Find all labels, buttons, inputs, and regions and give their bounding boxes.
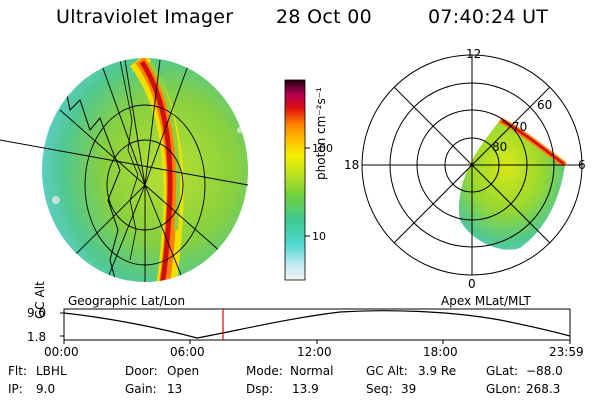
geographic-image: [0, 58, 249, 282]
apex-polar-plot: 12 18 6 0 60 70 80: [344, 47, 586, 291]
mode-value: Normal: [290, 364, 334, 378]
time-tick-1800: 18:00: [423, 345, 458, 359]
door-label: Door:: [125, 364, 158, 378]
glon-value: 268.3: [526, 382, 561, 396]
polar-grid: [361, 54, 583, 276]
coastline: [61, 69, 121, 282]
gain-value: 13: [167, 382, 183, 396]
mlat-label-70: 70: [512, 120, 527, 134]
gcalt-label: GC Alt:: [366, 364, 408, 378]
instrument-title: Ultraviolet Imager: [56, 6, 234, 28]
date-label: 28 Oct 00: [276, 6, 372, 28]
right-panel-caption: Apex MLat/MLT: [441, 294, 531, 308]
mlt-label-12: 12: [466, 47, 481, 61]
seq-value: 39: [401, 382, 417, 396]
lat-lon-grid: [59, 59, 231, 282]
door-value: Open: [167, 364, 200, 378]
altitude-curve: [63, 310, 571, 339]
left-panel-caption: Geographic Lat/Lon: [68, 294, 186, 308]
flt-value: LBHL: [36, 364, 67, 378]
colorbar: [284, 79, 306, 281]
glat-value: −88.0: [526, 364, 563, 378]
mlt-label-6: 6: [578, 158, 586, 172]
gcalt-value: 3.9 Re: [418, 364, 457, 378]
auroral-oval-core: [139, 60, 173, 282]
colorbar-unit: photon cm⁻²s⁻¹: [314, 87, 328, 180]
mlt-label-0: 0: [468, 277, 476, 291]
dsp-label: Dsp:: [246, 382, 274, 396]
alt-tick-low: 1.8: [27, 330, 47, 344]
altitude-plot: GC Alt: [33, 281, 571, 344]
seq-label: Seq:: [366, 382, 393, 396]
uv-emission-region: [459, 120, 565, 250]
time-tick-1200: 12:00: [297, 345, 332, 359]
glon-label: GLon:: [486, 382, 521, 396]
time-tick-2359: 23:59: [549, 345, 584, 359]
alt-tick-high: 9.0: [27, 306, 47, 320]
time-label: 07:40:24 UT: [428, 6, 549, 28]
mlat-label-80: 80: [492, 140, 507, 154]
ip-value: 9.0: [36, 382, 56, 396]
horizon-line: [0, 139, 249, 186]
time-tick-0000: 00:00: [44, 345, 79, 359]
dsp-value: 13.9: [292, 382, 319, 396]
time-tick-0600: 06:00: [170, 345, 205, 359]
colorbar-tick-10: 10: [312, 230, 326, 243]
glat-label: GLat:: [486, 364, 519, 378]
gain-label: Gain:: [125, 382, 157, 396]
flt-label: Flt:: [8, 364, 27, 378]
altitude-ylabel: GC Alt: [33, 281, 47, 319]
ip-label: IP:: [8, 382, 23, 396]
mode-label: Mode:: [246, 364, 283, 378]
mlat-label-60: 60: [537, 98, 552, 112]
mlt-label-18: 18: [344, 158, 359, 172]
colorbar-tick-100: 100: [312, 142, 333, 155]
